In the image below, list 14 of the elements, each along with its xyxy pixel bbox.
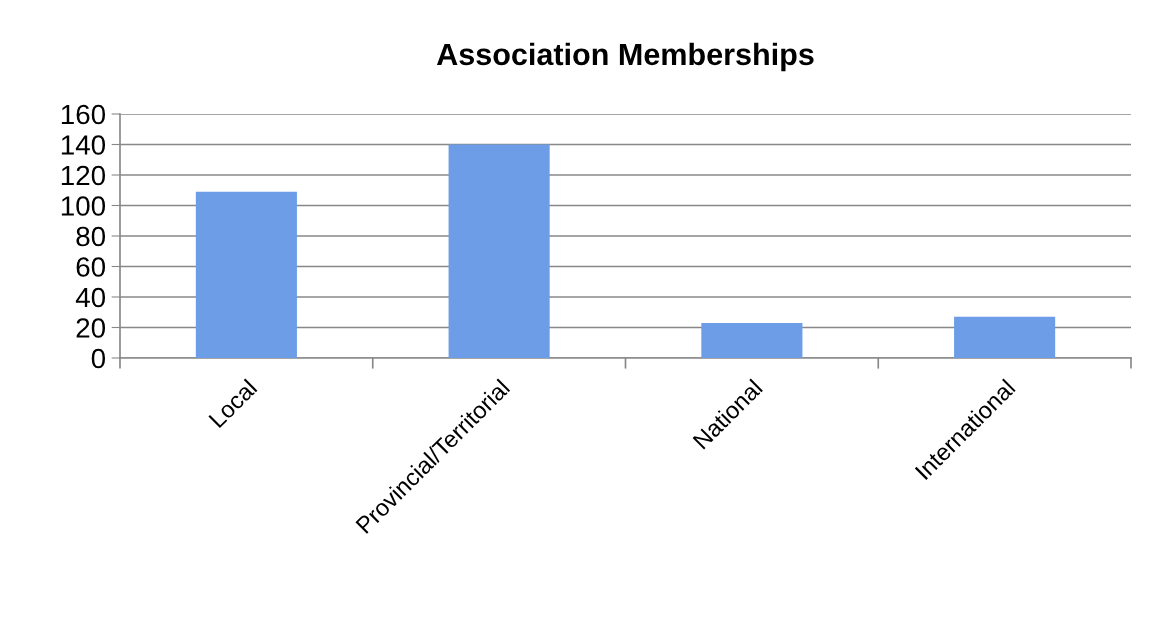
y-tick-label: 0 — [91, 348, 106, 369]
y-tick-label: 20 — [76, 318, 106, 338]
y-tick-label: 120 — [61, 165, 106, 186]
bar — [448, 144, 550, 358]
bar — [195, 191, 297, 358]
bar — [701, 322, 803, 358]
y-tick-label: 80 — [76, 226, 106, 247]
chart-title: Association Memberships — [436, 42, 814, 72]
bar — [954, 316, 1056, 358]
y-tick-label: 100 — [61, 196, 106, 216]
y-tick-label: 140 — [61, 135, 106, 155]
y-tick-label: 60 — [76, 257, 106, 277]
y-tick-label: 160 — [61, 104, 106, 125]
y-tick-label: 40 — [75, 287, 106, 308]
